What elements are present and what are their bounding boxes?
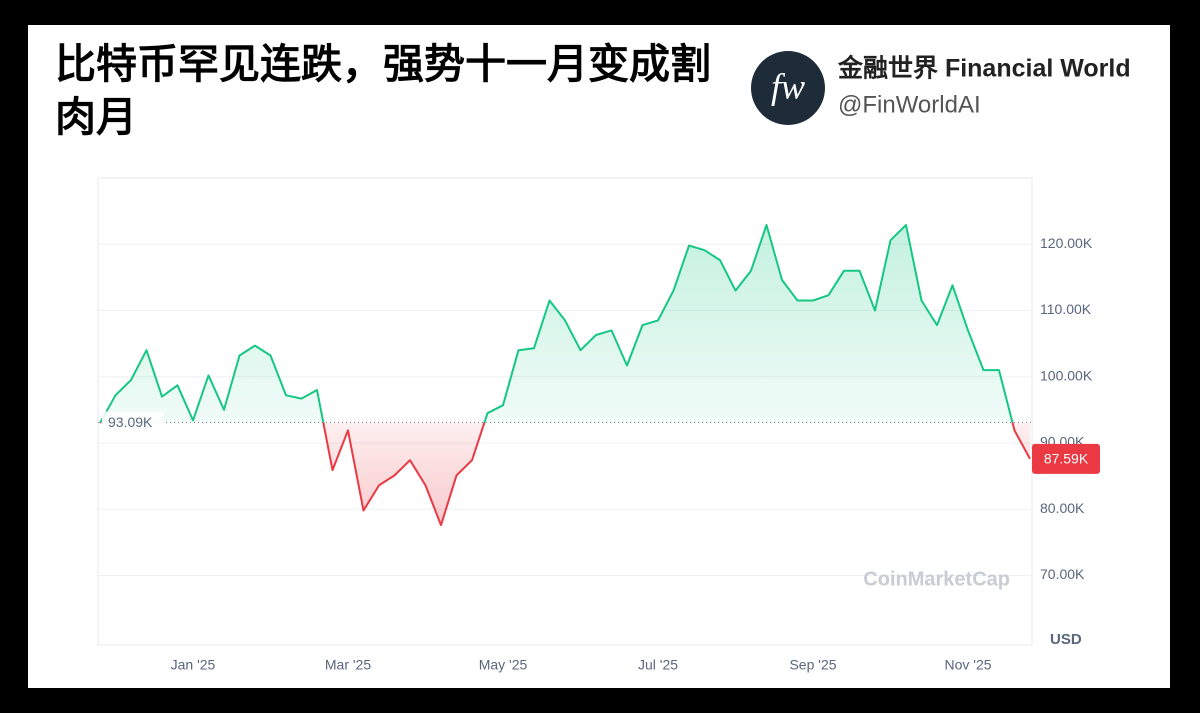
title-box: 比特币罕见连跌，强势十一月变成割肉月 [55, 40, 711, 141]
last-price-tag [1032, 443, 1100, 474]
price-line [99, 224, 1031, 527]
logo-text: fw [771, 66, 805, 106]
y-tick-label: 110.00K [1040, 301, 1092, 317]
baseline-label-bg [102, 411, 164, 434]
y-tick-label: 120.00K [1040, 235, 1093, 251]
last-price-label: 87.59K [1044, 451, 1089, 467]
x-tick-label: May '25 [479, 657, 528, 673]
x-tick-label: Nov '25 [944, 657, 991, 673]
x-tick-label: Sep '25 [789, 657, 836, 673]
x-tick-label: Jan '25 [171, 657, 216, 673]
x-tick-label: Mar '25 [325, 657, 371, 673]
brand-name: 金融世界 Financial World [837, 54, 1131, 83]
logo [751, 51, 825, 125]
watermark: CoinMarketCap [863, 568, 1010, 590]
area-fill [100, 225, 1030, 526]
handle: @FinWorldAI [838, 91, 981, 118]
baseline-label: 93.09K [108, 414, 153, 430]
chart-title: 比特币罕见连跌，强势十一月变成割肉月 [55, 40, 711, 141]
y-tick-label: 100.00K [1040, 367, 1093, 383]
plot-border [97, 177, 1033, 646]
unit-label: USD [1050, 631, 1082, 648]
x-tick-label: Jul '25 [638, 657, 678, 673]
y-tick-label: 80.00K [1040, 500, 1085, 516]
y-tick-label: 70.00K [1040, 566, 1085, 582]
